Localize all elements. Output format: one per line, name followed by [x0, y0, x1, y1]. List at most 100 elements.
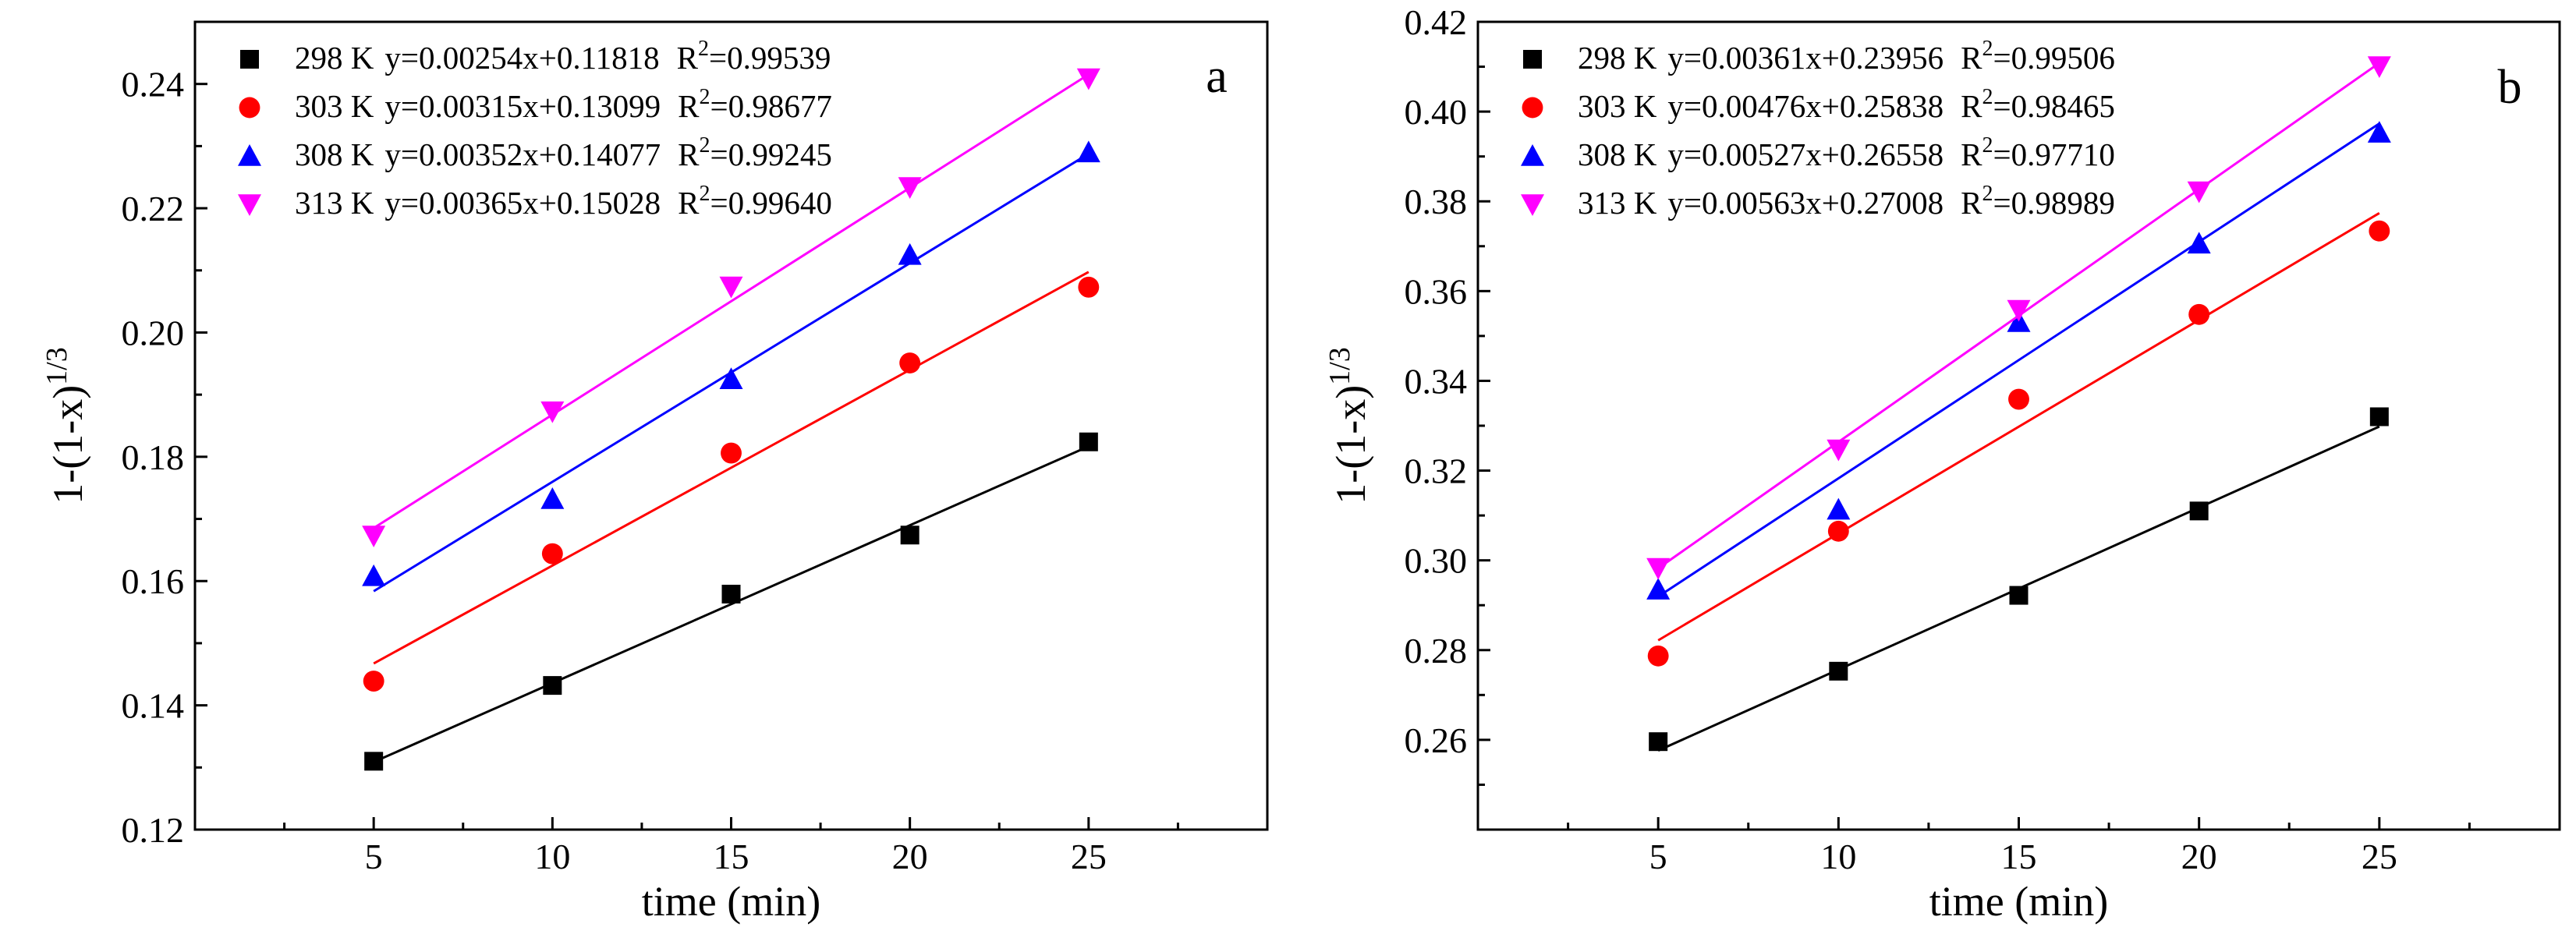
- legend-equation: y=0.00563x+0.27008: [1667, 185, 1944, 221]
- data-point: [1079, 432, 1098, 451]
- x-tick-label: 20: [892, 837, 928, 876]
- data-point: [1827, 497, 1851, 520]
- x-axis-title: time (min): [642, 878, 820, 925]
- legend-marker: [1521, 194, 1544, 216]
- data-point: [2187, 232, 2211, 254]
- y-tick-label: 0.34: [1405, 361, 1468, 401]
- y-tick-label: 0.32: [1405, 451, 1468, 491]
- data-point: [721, 442, 742, 464]
- legend-r2-superscript: 2: [1982, 37, 1993, 61]
- y-tick-label: 0.40: [1405, 92, 1468, 132]
- fit-line: [373, 73, 1090, 529]
- y-tick-label: 0.16: [122, 561, 185, 601]
- x-tick-label: 5: [1649, 837, 1667, 876]
- fit-line: [1657, 122, 2380, 598]
- y-tick-label: 0.18: [122, 437, 185, 477]
- y-tick-label: 0.22: [122, 189, 185, 228]
- data-point: [540, 401, 565, 423]
- series-313k: [362, 68, 1100, 548]
- legend-r2-value: =0.98677: [710, 88, 831, 124]
- data-point: [1078, 276, 1100, 298]
- legend-equation: y=0.00361x+0.23956: [1667, 40, 1944, 76]
- legend-marker: [238, 194, 261, 216]
- legend-item: 308 K y=0.00527x+0.26558 R2=0.97710: [1521, 133, 2115, 172]
- data-point: [1649, 732, 1668, 752]
- legend-equation: y=0.00352x+0.14077: [384, 136, 661, 172]
- legend-label: 313 K y=0.00365x+0.15028 R2=0.99640: [295, 182, 832, 221]
- fit-line: [373, 271, 1090, 665]
- series-298k: [364, 432, 1098, 771]
- legend-series-name: 303 K: [295, 88, 374, 124]
- x-tick-label: 5: [365, 837, 383, 876]
- legend-r2-label: R: [678, 185, 700, 221]
- legend-marker: [240, 50, 259, 69]
- data-point: [2369, 407, 2389, 426]
- data-point: [1827, 439, 1851, 462]
- y-axis-title: 1-(1-x)1/3: [41, 347, 91, 504]
- data-point: [2367, 56, 2391, 78]
- legend-r2-superscript: 2: [1982, 133, 1993, 158]
- legend-r2-label: R: [1961, 40, 1982, 76]
- chart-panel-b: 5 10 15 20 25 0.26 0.28 0.30 0.32 0.34 0.36 0.38 0.4…: [1323, 2, 2561, 925]
- legend-item: 308 K y=0.00352x+0.14077 R2=0.99245: [238, 133, 832, 172]
- legend-r2-value: =0.99245: [710, 136, 831, 172]
- legend-item: 303 K y=0.00315x+0.13099 R2=0.98677: [239, 85, 832, 124]
- legend-r2-superscript: 2: [1982, 85, 1993, 109]
- legend-r2-label: R: [678, 136, 700, 172]
- x-tick-label: 15: [714, 837, 749, 876]
- legend-label: 298 K y=0.00361x+0.23956 R2=0.99506: [1578, 37, 2115, 76]
- data-point: [363, 671, 384, 692]
- data-point: [1647, 645, 1669, 667]
- fit-line: [373, 445, 1090, 763]
- y-tick-label: 0.14: [122, 686, 185, 726]
- legend-item: 298 K y=0.00254x+0.11818 R2=0.99539: [240, 37, 831, 76]
- legend-r2-value: =0.99539: [709, 40, 831, 76]
- data-point: [362, 526, 386, 548]
- data-point: [362, 564, 386, 586]
- legend-r2-value: =0.98465: [1993, 88, 2114, 124]
- data-point: [1646, 557, 1671, 580]
- x-tick-label: 10: [1820, 837, 1856, 876]
- y-tick-label: 0.38: [1405, 182, 1468, 221]
- legend-marker: [1523, 50, 1542, 69]
- y-tick-label: 0.20: [122, 313, 185, 352]
- legend-equation: y=0.00365x+0.15028: [384, 185, 661, 221]
- x-tick-label: 15: [2001, 837, 2037, 876]
- legend-equation: y=0.00476x+0.25838: [1667, 88, 1944, 124]
- data-point: [900, 526, 919, 545]
- legend-r2-superscript: 2: [699, 133, 710, 158]
- y-tick-label: 0.30: [1405, 541, 1468, 581]
- y-axis-title: 1-(1-x)1/3: [1323, 347, 1374, 504]
- data-point: [719, 276, 743, 299]
- legend-marker: [239, 97, 260, 119]
- x-tick-label: 25: [2362, 837, 2397, 876]
- y-tick-label: 0.28: [1405, 631, 1468, 671]
- data-point: [898, 242, 922, 265]
- series-313k: [1646, 56, 2391, 580]
- data-point: [541, 543, 563, 565]
- legend-equation: y=0.00527x+0.26558: [1667, 136, 1944, 172]
- legend-series-name: 313 K: [295, 185, 374, 221]
- legend-r2-superscript: 2: [1982, 182, 1993, 206]
- legend-label: 298 K y=0.00254x+0.11818 R2=0.99539: [295, 37, 831, 76]
- legend-r2-superscript: 2: [699, 182, 710, 206]
- x-tick-label: 25: [1071, 837, 1107, 876]
- legend-series-name: 313 K: [1578, 185, 1657, 221]
- data-point: [2367, 121, 2391, 143]
- y-axis-title-base: 1-(1-x): [1327, 385, 1374, 504]
- legend-marker: [238, 144, 261, 166]
- legend-marker: [1521, 144, 1544, 166]
- legend-item: 303 K y=0.00476x+0.25838 R2=0.98465: [1522, 85, 2115, 124]
- legend-r2-value: =0.99640: [710, 185, 831, 221]
- legend-label: 308 K y=0.00527x+0.26558 R2=0.97710: [1578, 133, 2115, 172]
- series-298k: [1649, 407, 2389, 752]
- data-point: [1827, 520, 1849, 542]
- y-axis-title-base: 1-(1-x): [44, 385, 91, 504]
- y-tick-label: 0.24: [122, 65, 185, 104]
- data-point: [1829, 661, 1848, 681]
- legend-label: 313 K y=0.00563x+0.27008 R2=0.98989: [1578, 182, 2115, 221]
- data-point: [543, 676, 562, 695]
- data-point: [2369, 220, 2390, 242]
